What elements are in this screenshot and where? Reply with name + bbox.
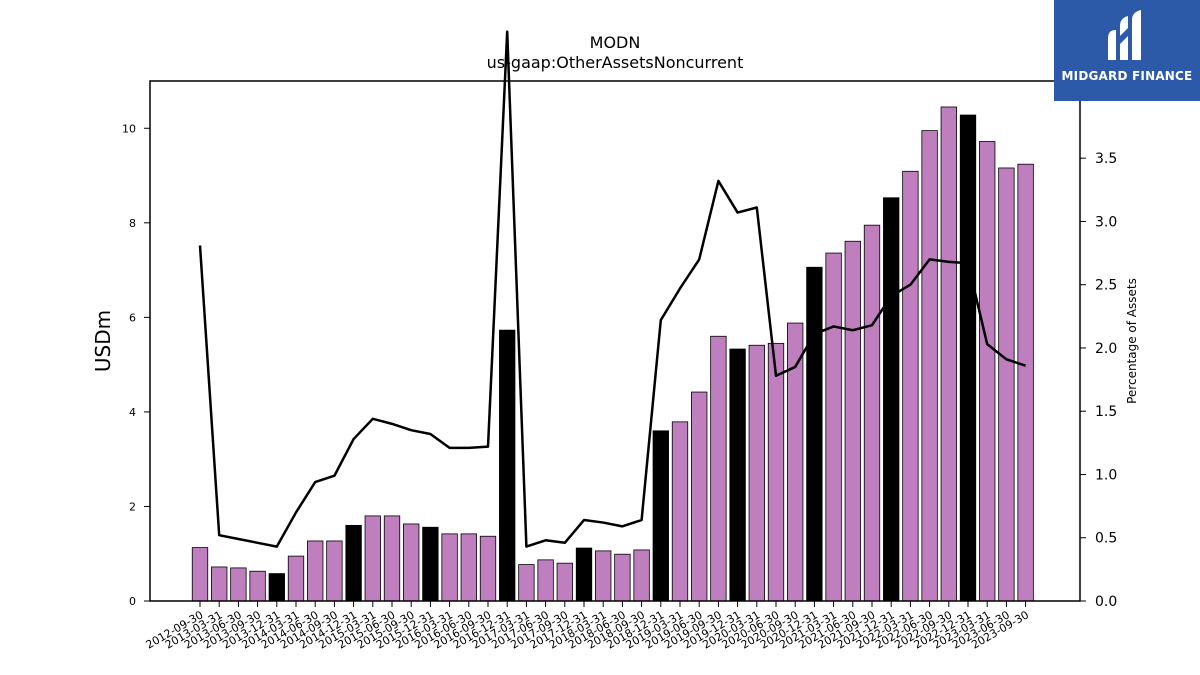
- bar-2014-06-30: [307, 540, 324, 602]
- y2-tick-label: 2.5: [1095, 278, 1117, 294]
- bar-series: [191, 106, 1034, 602]
- bar-2014-09-30: [326, 540, 343, 602]
- y-tick-label: 4: [129, 406, 136, 419]
- bar-2016-06-30: [460, 533, 477, 602]
- y-tick-label: 6: [129, 311, 136, 324]
- chart-title: MODN: [590, 33, 641, 52]
- midgard-logo-icon: [1108, 10, 1141, 60]
- bar-2022-03-31: [902, 170, 919, 602]
- bar-2017-09-30: [556, 562, 573, 602]
- bar-2017-03-31: [518, 564, 535, 602]
- bar-2013-09-30: [249, 570, 266, 602]
- bar-2022-06-30: [921, 130, 938, 602]
- y2-tick-label: 1.5: [1095, 404, 1117, 420]
- y2-tick-label: 2.0: [1095, 341, 1117, 357]
- bar-2016-09-30: [479, 535, 497, 602]
- y2-tick-label: 3.5: [1095, 151, 1117, 167]
- bar-2017-06-30: [537, 559, 554, 602]
- percentage-line: [198, 30, 1026, 548]
- bar-2019-06-30: [691, 391, 708, 602]
- y2-tick-label: 1.0: [1095, 467, 1117, 483]
- bar-2022-09-30: [940, 106, 957, 602]
- y2-tick-label: 3.0: [1095, 214, 1117, 230]
- bar-2015-06-30: [383, 515, 401, 602]
- bar-2018-06-30: [614, 553, 631, 602]
- bar-2022-12-31: [959, 114, 977, 602]
- bar-2020-03-31: [748, 344, 765, 602]
- x-axis: 2012-09-302013-03-312013-06-302013-09-30…: [144, 601, 1031, 652]
- bar-2013-06-30: [230, 567, 247, 602]
- bar-2015-09-30: [403, 523, 420, 602]
- bar-2020-12-31: [806, 266, 823, 602]
- bar-2016-12-31: [499, 329, 516, 602]
- y-tick-label: 10: [122, 122, 136, 135]
- bar-2014-12-31: [345, 524, 362, 602]
- bar-2019-03-31: [671, 421, 689, 602]
- bar-2023-03-31: [979, 141, 996, 602]
- bar-2013-03-31: [211, 566, 228, 602]
- bar-2023-06-30: [998, 167, 1015, 602]
- bar-2018-09-30: [633, 549, 650, 602]
- y-tick-label: 0: [129, 595, 136, 608]
- bar-2021-09-30: [863, 224, 881, 602]
- y-axis-right: 0.0 0.5 1.0 1.5 2.0 2.5 3.0 3.5: [1080, 151, 1117, 610]
- bar-2017-12-31: [575, 547, 593, 602]
- y-axis-left: 0 2 4 6 8 10: [122, 122, 150, 608]
- y2-axis-label: Percentage of Assets: [1125, 278, 1139, 404]
- bar-2013-12-31: [268, 573, 285, 602]
- y2-tick-label: 0.0: [1095, 594, 1117, 610]
- bar-2015-03-31: [364, 515, 381, 602]
- plot-frame: [149, 80, 1081, 602]
- bar-2021-12-31: [883, 197, 900, 602]
- bar-2015-12-31: [422, 526, 439, 602]
- y-tick-label: 8: [129, 217, 136, 230]
- bar-2019-12-31: [729, 348, 746, 602]
- bar-2019-09-30: [710, 335, 727, 602]
- midgard-logo: MIDGARD FINANCE: [1054, 0, 1200, 101]
- bar-2012-09-30: [191, 547, 209, 602]
- bar-2023-09-30: [1017, 163, 1034, 602]
- bar-2021-03-31: [825, 252, 842, 602]
- logo-wordmark: MIDGARD FINANCE: [1061, 69, 1193, 83]
- y-tick-label: 2: [129, 500, 136, 513]
- bar-2018-12-31: [652, 430, 669, 602]
- bar-2020-06-30: [767, 342, 785, 602]
- y2-tick-label: 0.5: [1095, 531, 1117, 547]
- bar-2016-03-31: [441, 533, 458, 602]
- bar-2014-03-31: [287, 555, 305, 602]
- y-axis-label: USDm: [91, 310, 115, 372]
- bar-2021-06-30: [844, 240, 861, 602]
- chart-subtitle: us-gaap:OtherAssetsNoncurrent: [487, 53, 744, 72]
- bar-2018-03-31: [595, 550, 612, 602]
